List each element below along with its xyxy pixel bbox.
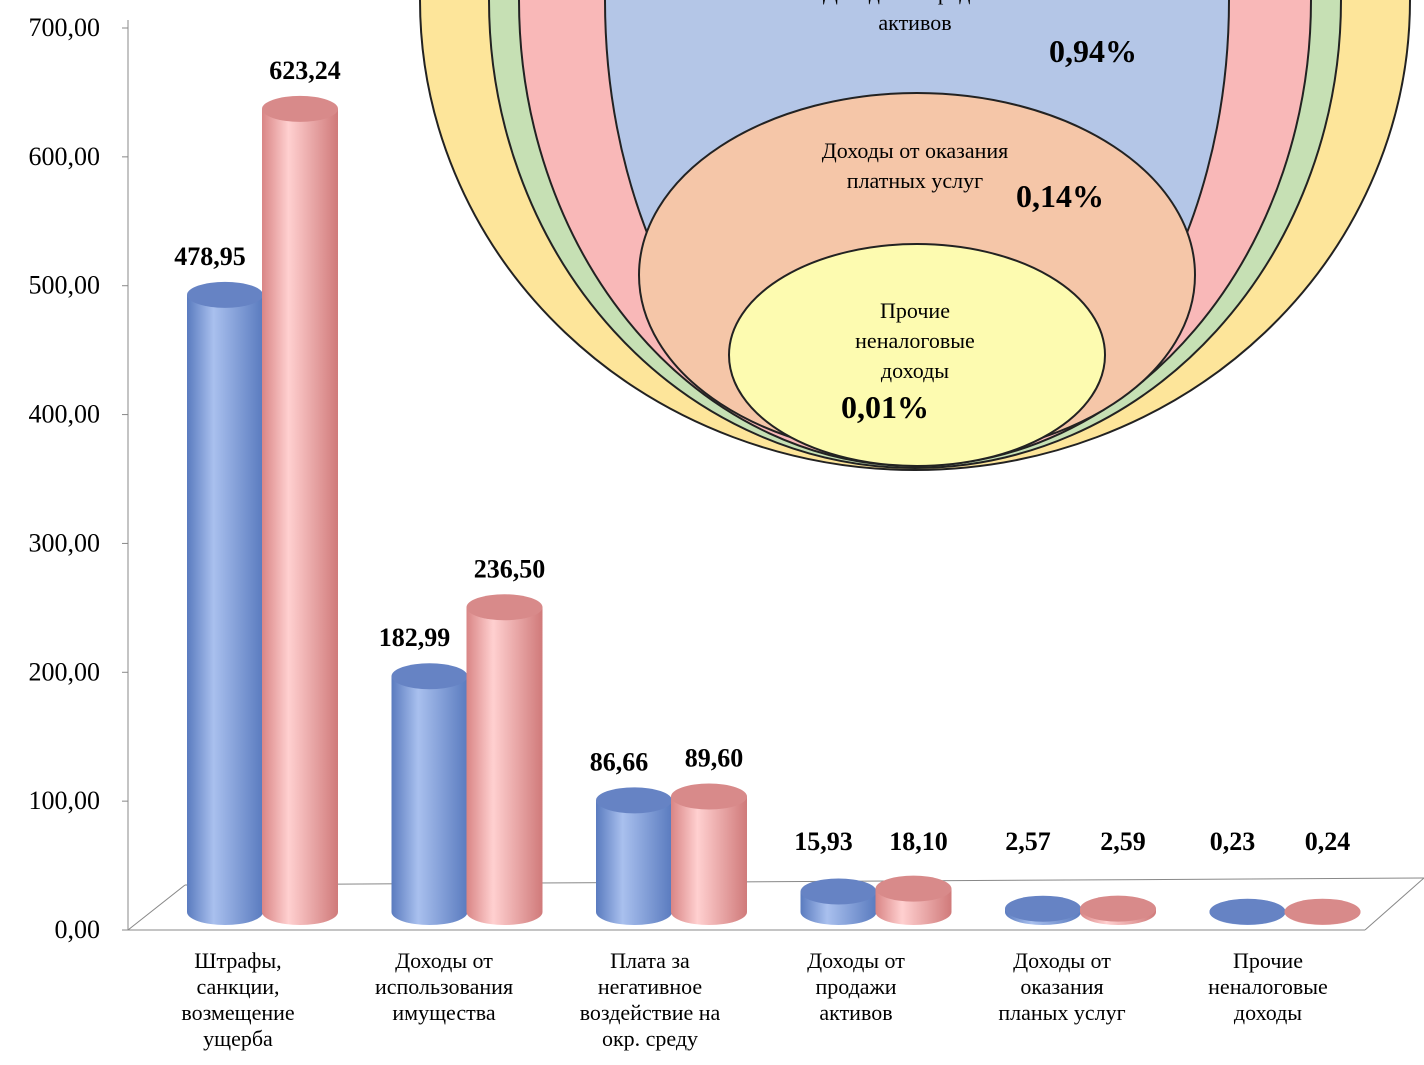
cylinder-top [875,875,952,902]
cylinder-top [262,95,338,122]
cylinder-body [262,108,338,912]
cylinder-bottom [262,899,338,925]
nested-value-label: 0,14% [1016,178,1104,214]
cylinder-bottom [596,899,672,925]
cylinder-top [1209,898,1286,925]
cylinder-bottom [391,899,468,925]
cylinder [466,594,543,925]
y-tick-label: 400,00 [29,400,101,429]
y-tick-label: 500,00 [29,271,101,300]
cylinder-body [466,607,543,912]
y-tick-label: 300,00 [29,528,101,557]
nested-label: Прочие неналоговые доходы [855,298,975,383]
cylinder [1284,898,1361,925]
cylinder-top [187,281,263,308]
cylinder-top [800,878,877,905]
cylinder-top [596,787,672,814]
cylinder-top [671,783,747,810]
cylinder-body [391,676,468,912]
x-tick-label: Доходы от использования имущества [375,948,513,1025]
value-label: 89,60 [685,744,744,773]
cylinder-body [596,800,672,912]
cylinder-top [391,663,468,690]
bars: 478,95 623,24 182,99 236,50 86,66 89,60 15,93 1… [174,56,1361,925]
value-label: 2,59 [1100,827,1146,856]
value-label: 623,24 [269,56,341,85]
cylinder-bottom [800,899,877,925]
cylinder-bottom [466,899,543,925]
cylinder [187,281,263,925]
cylinder [1080,895,1156,925]
y-tick-label: 700,00 [29,13,101,42]
value-label: 18,10 [889,827,948,856]
cylinder [671,783,747,925]
y-tick-label: 0,00 [55,915,101,944]
cylinder-bottom [671,899,747,925]
nested-value-label: 0,01% [841,389,929,425]
value-label: 15,93 [794,827,853,856]
value-label: 2,57 [1005,827,1051,856]
y-tick-label: 100,00 [29,786,101,815]
x-tick-label: Плата за негативное воздействие на окр. сре… [580,948,721,1051]
value-label: 182,99 [379,623,451,652]
cylinder-bottom [187,899,263,925]
x-tick-label: Штрафы, санкции, возмещение ущерба [181,948,294,1051]
cylinder [1209,898,1286,925]
nested-value-label: 0,94% [1049,33,1137,69]
cylinder-top [466,594,543,621]
value-label: 0,24 [1305,827,1351,856]
cylinder-body [187,294,263,912]
x-tick-label: Прочие неналоговые доходы [1208,948,1328,1025]
cylinder [800,878,877,925]
cylinder-bottom [875,899,952,925]
y-tick-label: 600,00 [29,142,101,171]
x-tick-label: Доходы от продажи активов [807,948,905,1025]
cylinder-top [1005,895,1081,922]
cylinder-body [671,796,747,912]
cylinder [391,663,468,925]
value-label: 236,50 [474,554,546,583]
cylinder [875,875,952,925]
cylinder [262,95,338,925]
cylinder [1005,895,1081,925]
y-tick-label: 200,00 [29,657,101,686]
cylinder-top [1080,895,1156,922]
nested-ellipse [728,243,1106,467]
nested-label: Доходы от оказания платных услуг [822,138,1009,193]
x-tick-label: Доходы от оказания планых услуг [998,948,1125,1025]
cylinder [596,787,672,925]
value-label: 478,95 [174,242,246,271]
cylinder-top [1284,898,1361,925]
value-label: 0,23 [1210,827,1256,856]
value-label: 86,66 [590,747,649,776]
